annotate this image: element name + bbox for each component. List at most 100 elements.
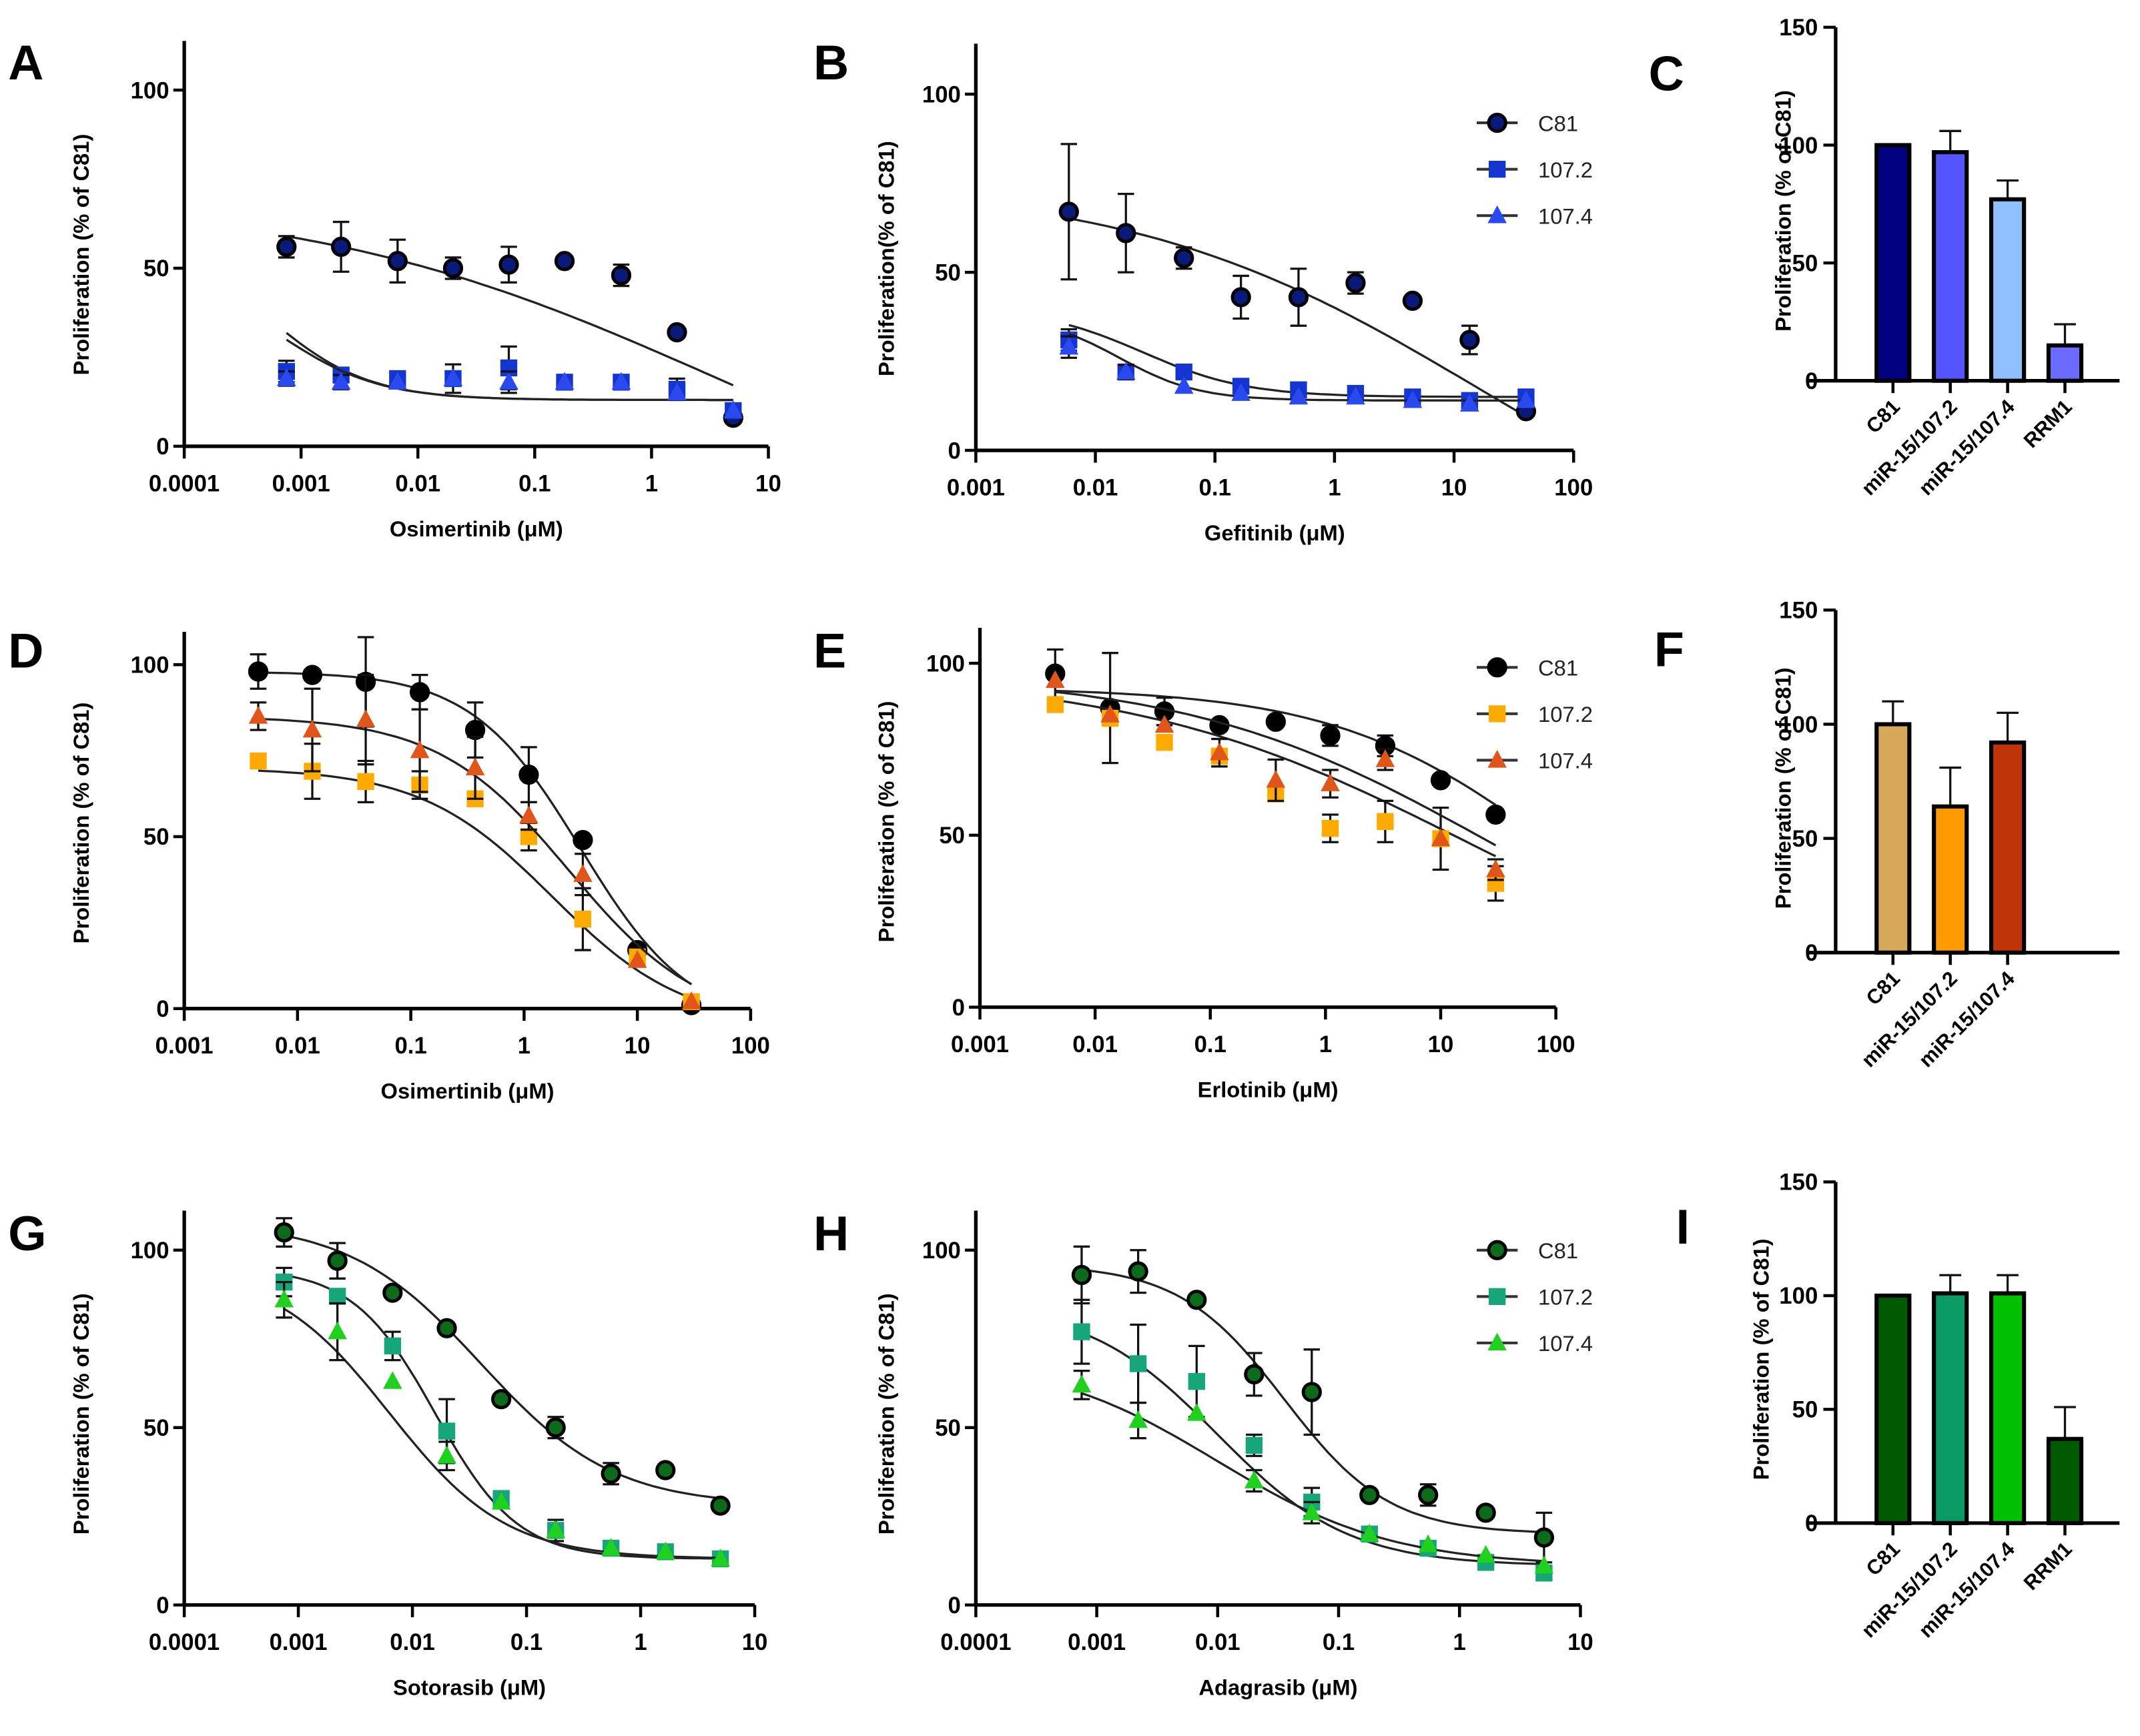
x-tick-label: 0.1 [518, 471, 551, 496]
data-point [1377, 813, 1394, 830]
x-tick-label: 0.001 [272, 471, 330, 496]
data-point [573, 829, 593, 851]
data-point [1460, 394, 1479, 412]
data-point [1210, 742, 1229, 761]
fit-curve [284, 1274, 721, 1560]
data-point [1418, 1534, 1438, 1553]
data-point [331, 236, 352, 258]
data-point [1402, 290, 1423, 311]
data-point [442, 258, 464, 279]
data-point [574, 910, 592, 928]
y-tick-label: 0 [1805, 369, 1818, 394]
x-tick-label: 100 [731, 1033, 770, 1059]
data-point [438, 1422, 456, 1440]
x-tick-label: 1 [1328, 476, 1341, 501]
x-tick-label: 0.01 [1072, 1032, 1118, 1057]
panel-letter: A [8, 35, 43, 90]
data-point [1100, 705, 1120, 723]
panel-letter: E [813, 623, 846, 679]
data-point [1245, 1436, 1263, 1454]
y-tick-label: 0 [948, 438, 961, 464]
x-tick-label: 0.001 [270, 1630, 328, 1655]
x-tick-label: 1 [518, 1033, 530, 1059]
data-point [1476, 1545, 1495, 1563]
data-point [1266, 770, 1286, 788]
x-tick-label: 0.1 [394, 1033, 426, 1059]
data-point [1231, 383, 1251, 401]
legend-label: 107.4 [1538, 1331, 1593, 1356]
data-point [1071, 1264, 1092, 1286]
fit-curve [284, 1234, 721, 1500]
data-point [1320, 725, 1341, 746]
category-label: RRM1 [2019, 395, 2077, 452]
y-tick-label: 100 [131, 653, 169, 678]
data-point [1116, 223, 1136, 244]
data-point [1188, 1372, 1205, 1390]
data-point [491, 1492, 511, 1510]
x-tick-label: 0.01 [390, 1630, 435, 1655]
x-tick-label: 0.1 [1323, 1630, 1355, 1655]
series-107-4 [274, 1280, 730, 1567]
x-tick-label: 1 [1453, 1630, 1466, 1655]
bar [1874, 722, 1912, 955]
data-point [1533, 1527, 1555, 1548]
data-point [499, 372, 518, 390]
x-tick-label: 0.1 [1194, 1032, 1226, 1057]
data-point [409, 682, 430, 703]
data-point [1346, 386, 1365, 405]
data-point [1045, 670, 1065, 689]
data-point [601, 1538, 621, 1556]
x-tick-label: 0.01 [1195, 1630, 1240, 1655]
data-point [711, 1549, 730, 1567]
data-point [1059, 336, 1079, 355]
series-107-4 [248, 674, 701, 1009]
fit-curve [1054, 699, 1497, 857]
data-point [1321, 773, 1340, 791]
legend-label: 107.2 [1538, 702, 1593, 727]
data-point [1154, 715, 1174, 733]
data-point [723, 400, 743, 418]
y-tick-label: 50 [143, 1416, 169, 1441]
data-point [328, 1288, 346, 1305]
panel-a: A0.0001 0.001 0.01 0.1 1 10050100Osimertinib … [8, 35, 781, 541]
data-point [276, 236, 297, 258]
panel-letter: F [1654, 622, 1684, 677]
legend-label: C81 [1538, 111, 1578, 135]
x-tick-label: 100 [1537, 1032, 1575, 1057]
data-point [573, 864, 593, 882]
data-point [388, 372, 408, 390]
data-point [302, 665, 323, 685]
y-tick-label: 0 [1805, 1511, 1818, 1537]
data-point [436, 1318, 457, 1338]
panel-letter: I [1676, 1199, 1690, 1254]
x-tick-label: 0.01 [1073, 476, 1118, 501]
y-axis-label: Proliferation (% of C81) [874, 701, 899, 943]
x-tick-label: 0.01 [395, 471, 440, 496]
x-axis-label: Erlotinib (μM) [1198, 1077, 1339, 1102]
legend-marker-icon [1487, 205, 1507, 224]
y-tick-label: 50 [1792, 251, 1818, 276]
data-point [1534, 1555, 1554, 1574]
y-tick-label: 150 [1779, 15, 1818, 41]
data-point [1265, 711, 1286, 732]
data-point [387, 251, 408, 272]
x-axis-label: Sotorasib (μM) [393, 1675, 546, 1700]
panel-letter: D [8, 623, 43, 679]
data-point [611, 372, 631, 390]
legend-label: 107.4 [1538, 749, 1593, 773]
data-point [655, 1541, 675, 1560]
data-point [627, 950, 647, 968]
data-point [1116, 362, 1136, 380]
y-tick-label: 100 [131, 1238, 169, 1264]
y-axis-label: Proliferation (% of C81) [874, 1293, 899, 1535]
x-tick-label: 10 [1567, 1630, 1593, 1655]
data-point [248, 706, 268, 724]
legend-marker-icon [1487, 1240, 1507, 1260]
data-point [1072, 1374, 1092, 1393]
legend: C81 107.2 107.4 [1476, 656, 1593, 773]
data-point [1345, 272, 1366, 294]
series-C81 [1058, 143, 1537, 422]
data-point [1516, 390, 1536, 408]
